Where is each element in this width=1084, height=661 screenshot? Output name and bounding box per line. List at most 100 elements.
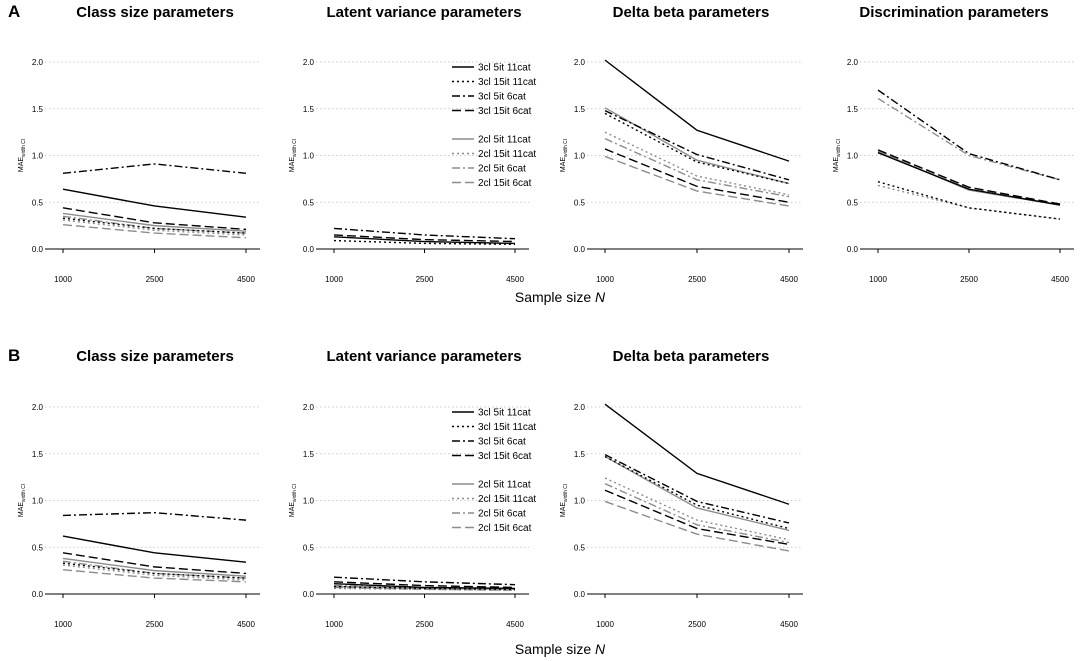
y-tick-label: 1.0 — [303, 497, 315, 506]
y-tick-label: 0.5 — [574, 543, 586, 552]
y-tick-label: 2.0 — [32, 58, 44, 67]
x-tick-label: 1000 — [596, 620, 614, 629]
legend-label: 2cl 15it 6cat — [478, 523, 532, 534]
legend: 3cl 5it 11cat 3cl 15it 11cat 3cl 5it 6cat 3… — [452, 63, 536, 189]
y-tick-label: 2.0 — [574, 58, 586, 67]
y-tick-label: 2.0 — [303, 403, 315, 412]
y-tick-label: 1.5 — [574, 105, 586, 114]
legend: 3cl 5it 11cat 3cl 15it 11cat 3cl 5it 6cat 3… — [452, 408, 536, 534]
y-tick-label: 1.5 — [303, 105, 315, 114]
series-line-3cl-15it-6cat — [604, 148, 790, 203]
legend-label: 3cl 5it 6cat — [478, 437, 526, 448]
series-line-3cl-15it-11cat — [333, 239, 516, 246]
x-tick-label: 4500 — [780, 620, 798, 629]
y-tick-label: 1.0 — [32, 152, 44, 161]
y-axis-label-subscript: width CI — [836, 139, 842, 157]
series-line-3cl-5it-6cat — [333, 576, 516, 586]
series-line-2cl-5it-11cat — [877, 151, 1061, 206]
series-line-3cl-5it-11cat — [604, 403, 790, 505]
x-tick-label: 1000 — [596, 275, 614, 284]
series-line-3cl-5it-11cat — [333, 583, 516, 590]
legend-label: 2cl 5it 11cat — [478, 480, 531, 491]
series-line-3cl-15it-11cat — [62, 562, 247, 579]
y-tick-label: 1.0 — [303, 152, 315, 161]
x-tick-label: 2500 — [688, 275, 706, 284]
y-tick-label: 2.0 — [303, 58, 315, 67]
legend-label: 3cl 15it 11cat — [478, 77, 536, 88]
y-tick-label: 0.0 — [32, 590, 44, 599]
y-tick-label: 0.5 — [32, 543, 44, 552]
y-tick-label: 0.0 — [574, 245, 586, 254]
y-tick-label: 0.0 — [574, 590, 586, 599]
x-tick-label: 4500 — [237, 275, 255, 284]
series-line-2cl-15it-11cat — [62, 219, 247, 236]
chart-title: Latent variance parameters — [326, 4, 521, 21]
series-line-3cl-5it-11cat — [604, 59, 790, 162]
figure-x-axis-variable: N — [595, 641, 606, 657]
series-line-2cl-5it-6cat — [62, 560, 247, 579]
x-tick-label: 1000 — [325, 275, 343, 284]
series-line-3cl-5it-11cat — [62, 535, 247, 563]
y-tick-label: 1.5 — [847, 105, 859, 114]
y-axis-label-subscript: width CI — [292, 139, 298, 157]
series-line-2cl-15it-6cat — [62, 568, 247, 583]
x-tick-label: 4500 — [237, 620, 255, 629]
figure-x-axis-variable: N — [595, 289, 606, 305]
x-tick-label: 4500 — [506, 275, 524, 284]
series-line-3cl-5it-6cat — [877, 89, 1061, 181]
chart-a-3: Delta beta parameters 0.0 0.5 1.0 1.5 2.0 1000… — [560, 4, 803, 284]
series-line-2cl-15it-6cat — [62, 223, 247, 239]
y-tick-label: 1.5 — [32, 450, 44, 459]
series-line-2cl-15it-11cat — [877, 184, 1061, 220]
y-axis-label-subscript: width CI — [563, 484, 569, 502]
series-line-3cl-5it-6cat — [62, 163, 247, 174]
x-tick-label: 2500 — [146, 275, 164, 284]
chart-a-1: Class size parameters 0.0 0.5 1.0 1.5 2.0 1000… — [18, 4, 260, 284]
series-line-2cl-15it-6cat — [877, 150, 1061, 205]
legend-label: 3cl 15it 6cat — [478, 106, 532, 117]
series-line-3cl-15it-6cat — [333, 234, 516, 243]
y-axis-label: MAEwidth CI — [560, 484, 569, 517]
series-line-2cl-15it-6cat — [604, 500, 790, 552]
y-tick-label: 0.5 — [32, 198, 44, 207]
series-line-3cl-15it-6cat — [62, 207, 247, 231]
legend-label: 2cl 5it 6cat — [478, 509, 526, 520]
chart-a-2: Latent variance parameters 0.0 0.5 1.0 1.5 2.… — [289, 4, 536, 284]
y-tick-label: 1.0 — [574, 497, 586, 506]
y-tick-label: 1.5 — [303, 450, 315, 459]
chart-b-1: Class size parameters 0.0 0.5 1.0 1.5 2.0 1000… — [18, 348, 260, 629]
y-axis-label: MAEwidth CI — [18, 139, 27, 172]
x-tick-label: 4500 — [1051, 275, 1069, 284]
x-tick-label: 2500 — [688, 620, 706, 629]
legend-label: 3cl 5it 11cat — [478, 63, 531, 74]
chart-title: Delta beta parameters — [613, 348, 770, 365]
panel-label-a: A — [8, 2, 20, 21]
y-tick-label: 0.0 — [847, 245, 859, 254]
series-line-2cl-5it-6cat — [604, 138, 790, 198]
y-tick-label: 0.5 — [303, 198, 315, 207]
y-tick-label: 2.0 — [32, 403, 44, 412]
x-tick-label: 1000 — [54, 620, 72, 629]
y-axis-label-subscript: width CI — [292, 484, 298, 502]
legend-label: 2cl 5it 11cat — [478, 135, 531, 146]
y-tick-label: 0.5 — [303, 543, 315, 552]
chart-b-3: Delta beta parameters 0.0 0.5 1.0 1.5 2.0 1000… — [560, 348, 803, 629]
y-axis-label-subscript: width CI — [21, 139, 27, 157]
chart-a-4: Discrimination parameters 0.0 0.5 1.0 1.5 2.0… — [833, 4, 1074, 284]
y-axis-label-subscript: width CI — [563, 139, 569, 157]
series-line-3cl-15it-6cat — [877, 149, 1061, 205]
series-line-3cl-5it-6cat — [604, 454, 790, 524]
y-axis-label-subscript: width CI — [21, 484, 27, 502]
y-tick-label: 2.0 — [847, 58, 859, 67]
x-tick-label: 2500 — [416, 275, 434, 284]
series-line-3cl-5it-6cat — [604, 109, 790, 181]
series-line-3cl-15it-6cat — [604, 489, 790, 546]
y-axis-label: MAEwidth CI — [289, 139, 298, 172]
series-line-2cl-5it-11cat — [62, 212, 247, 232]
y-tick-label: 0.0 — [303, 590, 315, 599]
series-line-2cl-15it-6cat — [604, 155, 790, 207]
y-tick-label: 2.0 — [574, 403, 586, 412]
chart-title: Delta beta parameters — [613, 4, 770, 21]
legend-label: 2cl 5it 6cat — [478, 164, 526, 175]
